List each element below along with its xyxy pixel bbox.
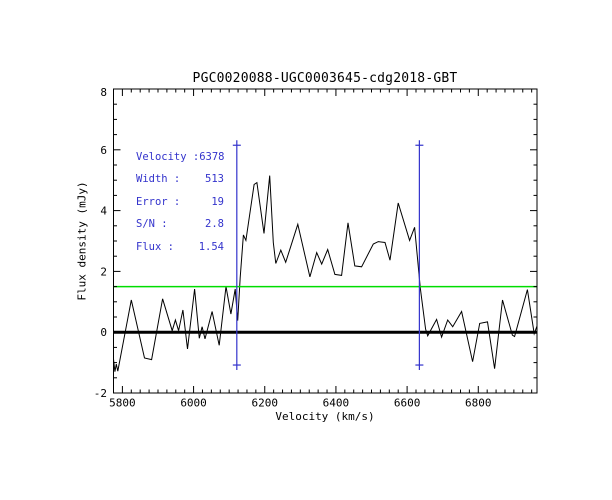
x-tick-label: 6800	[465, 397, 492, 410]
legend-value: 2.8	[205, 218, 224, 231]
legend-value: 19	[211, 195, 224, 208]
x-tick-label: 6000	[180, 397, 207, 410]
y-tick-label: 8	[100, 86, 107, 99]
y-tick-label: 6	[100, 144, 107, 157]
legend-row-width: Width : 513	[136, 168, 224, 190]
legend-label: Velocity :	[136, 151, 200, 163]
y-tick-label: 0	[100, 326, 107, 339]
legend-value: 6378	[199, 151, 225, 163]
x-axis-label: Velocity (km/s)	[275, 410, 375, 423]
legend-row-velocity: Velocity : 6378	[136, 146, 225, 168]
legend-label: Error :	[136, 195, 181, 208]
x-tick-label: 6400	[323, 397, 350, 410]
x-tick-label: 5800	[109, 397, 136, 410]
legend-row-error: Error : 19	[136, 191, 224, 213]
spectrum-line	[113, 175, 538, 372]
y-tick-label: 2	[100, 265, 107, 278]
legend-label: Width :	[136, 173, 181, 186]
fit-results-panel: Velocity : 6378 Width : 513 Error : 19 S…	[136, 146, 225, 258]
legend-label: Flux :	[136, 240, 174, 253]
legend-label: S/N :	[136, 218, 168, 231]
x-tick-label: 6600	[394, 397, 421, 410]
legend-value: 513	[205, 173, 224, 186]
x-tick-label: 6200	[252, 397, 279, 410]
plot-title: PGC0020088-UGC0003645-cdg2018-GBT	[192, 71, 458, 86]
legend-row-flux: Flux : 1.54	[136, 236, 224, 258]
y-tick-label: 4	[100, 205, 107, 218]
legend-value: 1.54	[198, 240, 224, 253]
y-tick-label: -2	[94, 387, 107, 400]
legend-row-sn: S/N : 2.8	[136, 213, 224, 235]
